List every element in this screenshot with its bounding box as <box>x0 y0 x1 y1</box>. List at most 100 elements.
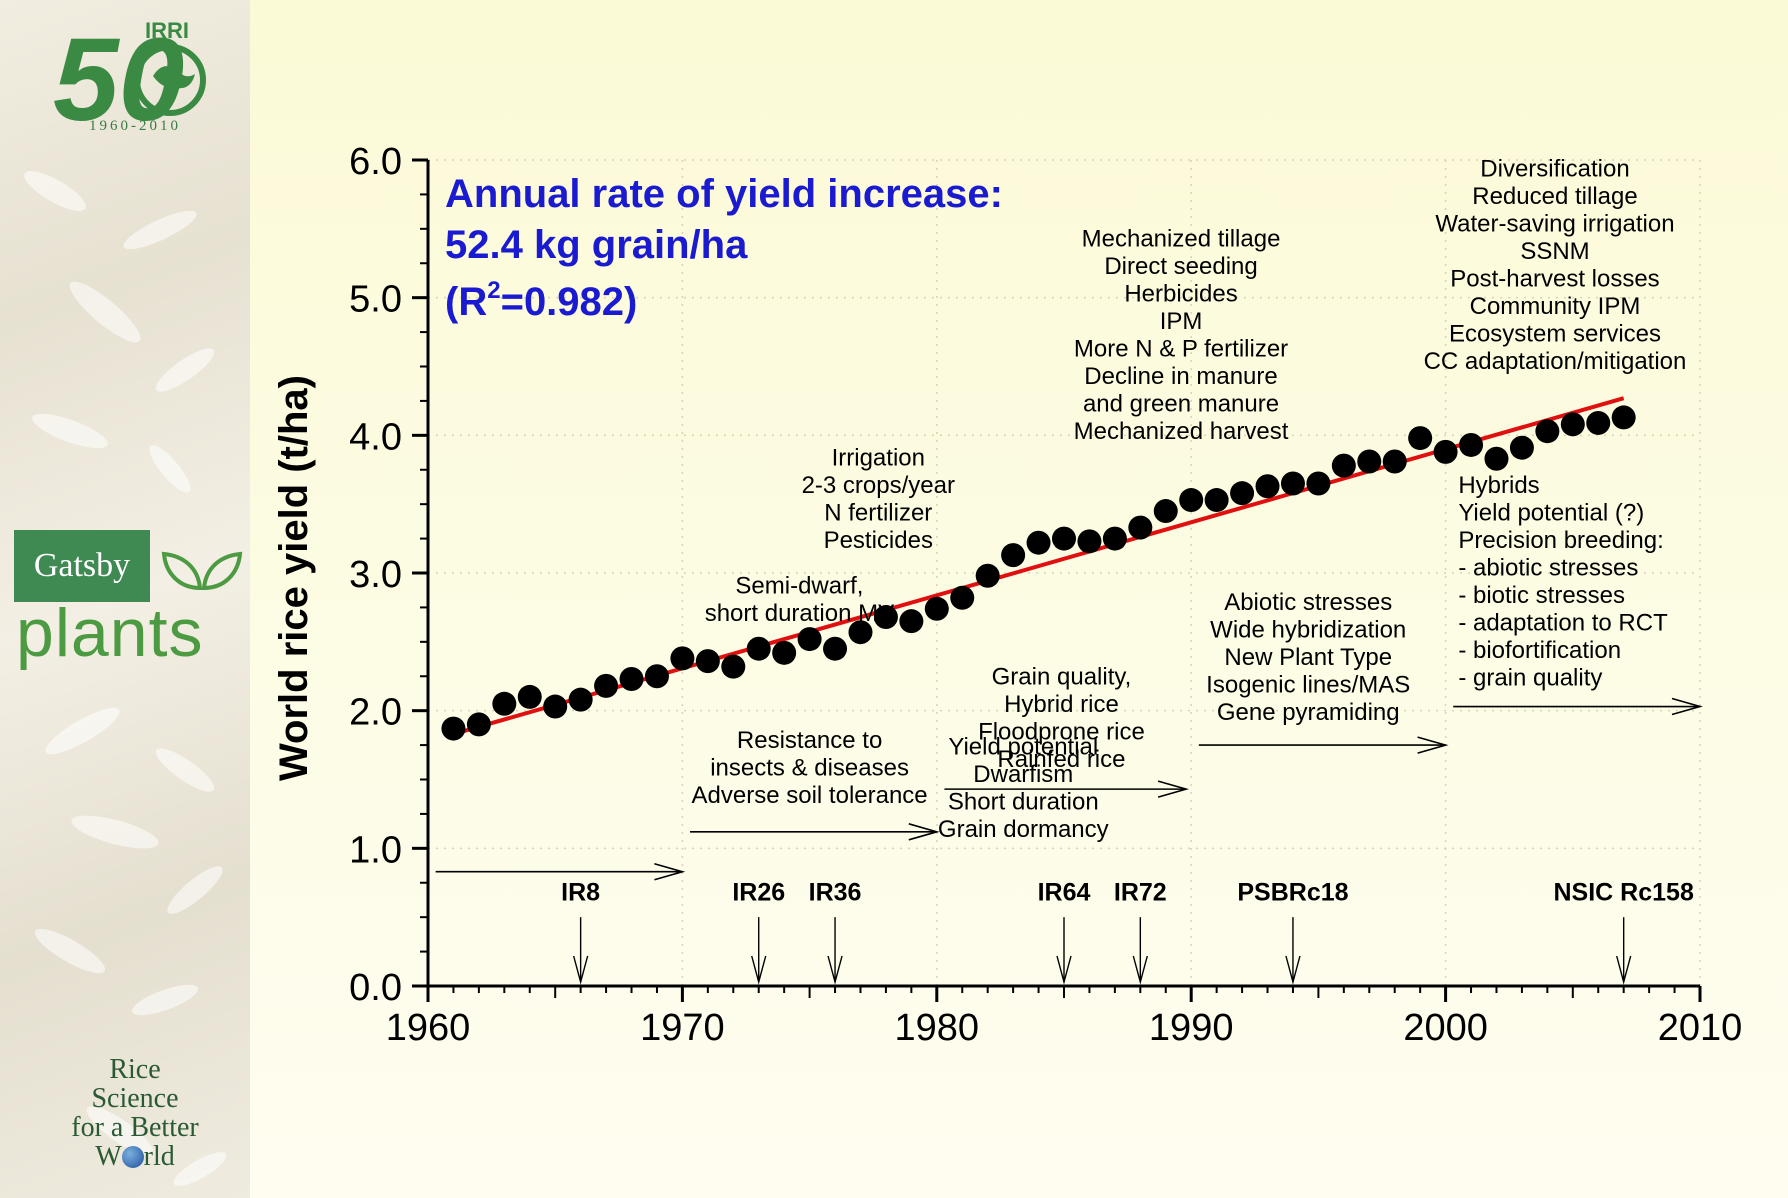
data-point <box>1179 488 1204 513</box>
annotation-text-block: Semi-dwarf, short duration MV <box>705 573 894 628</box>
data-point <box>1026 530 1051 555</box>
annotation-line: Grain quality, <box>992 664 1132 691</box>
x-tick-label: 2000 <box>1403 1007 1488 1049</box>
x-tick-label: 2010 <box>1658 1007 1743 1049</box>
annotation-line: - abiotic stresses <box>1458 555 1638 582</box>
annotation-line: N fertilizer <box>824 500 932 527</box>
data-point <box>899 609 924 634</box>
data-point <box>1484 446 1509 471</box>
annotation-line: Hybrids <box>1458 472 1539 499</box>
annotation-line: Irrigation <box>832 445 925 472</box>
x-tick-label: 1990 <box>1149 1007 1234 1049</box>
globe-icon <box>121 1146 144 1168</box>
annotation-line: New Plant Type <box>1224 644 1392 671</box>
variety-arrow-head <box>572 955 589 985</box>
annotation-line: Mechanized harvest <box>1074 418 1289 445</box>
data-point <box>670 646 695 671</box>
data-point <box>975 563 1000 588</box>
data-point <box>644 664 669 689</box>
irri-logo-years: 1960-2010 <box>89 118 181 134</box>
x-tick-label: 1980 <box>895 1007 980 1049</box>
variety-label: IR64 <box>1038 879 1091 907</box>
annotation-text-block: Grain quality, Hybrid rice Floodprone rice… <box>978 664 1145 774</box>
annotation-line: Gene pyramiding <box>1217 699 1400 726</box>
annotation-line: insects & diseases <box>710 754 909 781</box>
annotation-line: short duration MV <box>705 600 894 627</box>
annotation-line: Precision breeding: <box>1458 527 1663 554</box>
annotation-line: Yield potential (?) <box>1458 500 1644 527</box>
x-tick-label: 1970 <box>640 1007 725 1049</box>
data-point <box>772 640 797 665</box>
data-point <box>823 636 848 661</box>
gatsby-logo-top: Gatsby <box>14 530 150 602</box>
y-tick-label: 5.0 <box>349 279 402 321</box>
data-point <box>594 673 619 698</box>
annotation-line: Floodprone rice <box>978 719 1145 746</box>
annotation-text-block: Hybrids Yield potential (?) Precision bree… <box>1458 472 1668 692</box>
annotation-line: Pesticides <box>824 527 933 554</box>
y-tick-label: 6.0 <box>349 141 402 183</box>
data-point <box>1459 432 1484 457</box>
y-tick-label: 2.0 <box>349 692 402 734</box>
annotation-line: IPM <box>1160 308 1203 335</box>
data-point <box>1102 526 1127 551</box>
annotation-line: Yield potential <box>948 734 1098 761</box>
variety-markers: IR8 IR26 IR36 IR64 IR72 PSBRc18 NSIC Rc158 <box>561 879 1694 985</box>
annotation-line: Reduced tillage <box>1472 183 1637 210</box>
era-arrow-head <box>1671 697 1703 716</box>
data-point <box>1433 439 1458 464</box>
data-points <box>441 405 1636 741</box>
data-point <box>950 585 975 610</box>
era-arrow-head <box>908 823 940 841</box>
annotation-text-block: Irrigation 2-3 crops/year N fertilizer Pest… <box>802 445 955 555</box>
rate-annotation-line3: (R2=0.982) <box>445 277 637 324</box>
annotation-line: CC adaptation/mitigation <box>1424 348 1687 375</box>
gatsby-logo-bottom: plants <box>16 595 204 671</box>
variety-arrow-head <box>827 955 843 985</box>
data-point <box>924 596 949 621</box>
annotation-line: Decline in manure <box>1084 363 1277 390</box>
annotation-line: Adverse soil tolerance <box>692 782 928 809</box>
annotation-line: Mechanized tillage <box>1082 226 1281 253</box>
data-point <box>1077 529 1102 554</box>
y-axis-label: World rice yield (t/ha) <box>272 375 316 781</box>
annotation-line: More N & P fertilizer <box>1074 336 1288 363</box>
annotation-line: Diversification <box>1480 156 1629 183</box>
data-point <box>721 654 746 679</box>
data-point <box>1204 488 1229 513</box>
rate-annotation-line2: 52.4 kg grain/ha <box>445 223 748 267</box>
data-point <box>746 636 771 661</box>
data-point <box>1230 481 1255 506</box>
rate-annotation-line1: Annual rate of yield increase: <box>445 172 1003 216</box>
data-point <box>466 712 491 737</box>
variety-arrow-head <box>1285 955 1301 985</box>
variety-arrow-head <box>751 955 767 985</box>
data-point <box>873 605 898 630</box>
annotation-text-block: Diversification Reduced tillage Water-savi… <box>1424 156 1687 376</box>
gatsby-plants-logo: Gatsby plants <box>14 530 246 680</box>
annotation-line: - adaptation to RCT <box>1458 610 1668 637</box>
variety-arrow-head <box>1616 955 1632 985</box>
data-point <box>441 716 466 741</box>
annotation-text-block: Yield potential Dwarfism Short duration Gra… <box>938 734 1109 844</box>
annotation-text-block: Mechanized tillage Direct seeding Herbicid… <box>1074 226 1289 445</box>
annotation-line: Semi-dwarf, <box>735 573 863 600</box>
data-point <box>543 694 568 719</box>
rate-annotation: Annual rate of yield increase: 52.4 kg g… <box>445 172 1003 324</box>
chart-axes: 0.0 1.0 2.0 3.0 4.0 5.0 6.0 1960 1970 1980 1990 200… <box>349 141 1742 1049</box>
leaf-icon <box>161 551 243 591</box>
data-point <box>1382 449 1407 474</box>
annotation-line: 2-3 crops/year <box>802 472 955 499</box>
annotation-line: Water-saving irrigation <box>1435 211 1674 238</box>
data-point <box>695 649 720 674</box>
variety-label: NSIC Rc158 <box>1554 879 1694 907</box>
rice-logo-line: Rice <box>109 1054 161 1085</box>
data-point <box>848 620 873 645</box>
annotation-line: - grain quality <box>1458 665 1602 692</box>
annotation-line: Abiotic stresses <box>1224 589 1392 616</box>
annotation-line: Short duration <box>948 789 1099 816</box>
annotation-line: Hybrid rice <box>1004 691 1119 718</box>
variety-label: PSBRc18 <box>1237 879 1348 907</box>
